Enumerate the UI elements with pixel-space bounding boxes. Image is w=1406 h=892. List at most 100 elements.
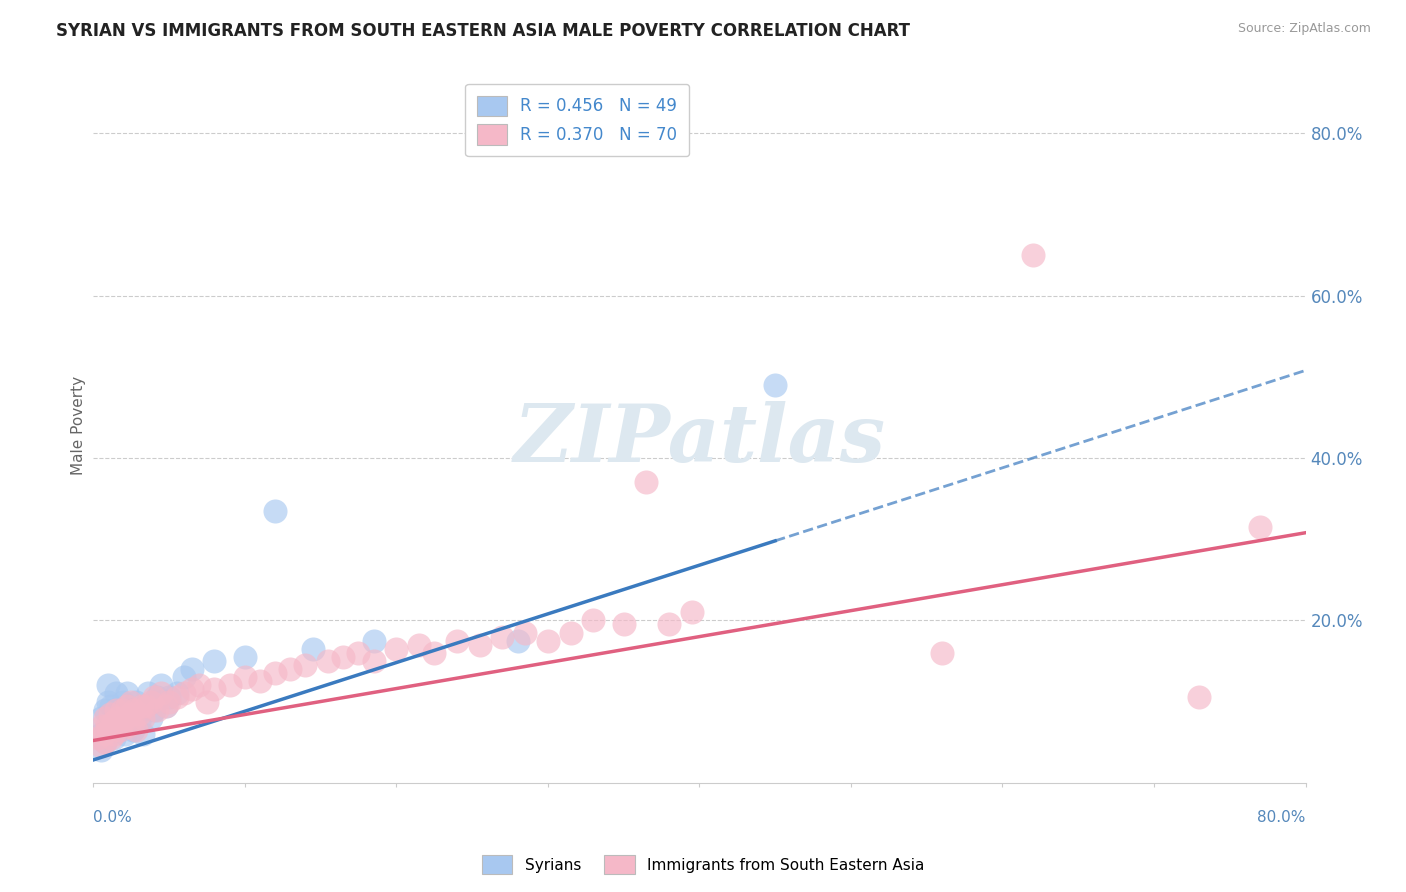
Point bbox=[120, 703, 142, 717]
Point bbox=[90, 711, 112, 725]
Point bbox=[122, 711, 145, 725]
Point bbox=[90, 739, 112, 754]
Point bbox=[1022, 248, 1045, 262]
Point bbox=[233, 649, 256, 664]
Point bbox=[1249, 520, 1271, 534]
Point bbox=[157, 694, 180, 708]
Point bbox=[108, 723, 131, 737]
Point bbox=[347, 646, 370, 660]
Point bbox=[100, 731, 122, 745]
Point bbox=[195, 694, 218, 708]
Point bbox=[385, 641, 408, 656]
Point bbox=[120, 694, 142, 708]
Point bbox=[128, 706, 150, 721]
Point bbox=[122, 703, 145, 717]
Point bbox=[658, 617, 681, 632]
Legend: Syrians, Immigrants from South Eastern Asia: Syrians, Immigrants from South Eastern A… bbox=[475, 849, 931, 880]
Text: SYRIAN VS IMMIGRANTS FROM SOUTH EASTERN ASIA MALE POVERTY CORRELATION CHART: SYRIAN VS IMMIGRANTS FROM SOUTH EASTERN … bbox=[56, 22, 910, 40]
Point bbox=[96, 719, 118, 733]
Point bbox=[931, 646, 953, 660]
Point bbox=[249, 674, 271, 689]
Point bbox=[132, 711, 155, 725]
Point bbox=[491, 630, 513, 644]
Point bbox=[264, 504, 287, 518]
Text: Source: ZipAtlas.com: Source: ZipAtlas.com bbox=[1237, 22, 1371, 36]
Point bbox=[278, 662, 301, 676]
Point bbox=[97, 727, 120, 741]
Point bbox=[173, 670, 195, 684]
Point bbox=[155, 698, 177, 713]
Point bbox=[108, 719, 131, 733]
Point bbox=[204, 654, 226, 668]
Point bbox=[94, 703, 117, 717]
Point bbox=[166, 686, 188, 700]
Point bbox=[115, 698, 138, 713]
Point bbox=[166, 690, 188, 705]
Point bbox=[100, 698, 122, 713]
Point bbox=[582, 614, 605, 628]
Point bbox=[468, 638, 491, 652]
Point bbox=[150, 686, 173, 700]
Point bbox=[408, 638, 430, 652]
Point bbox=[112, 694, 135, 708]
Point bbox=[233, 670, 256, 684]
Point bbox=[446, 633, 468, 648]
Text: ZIPatlas: ZIPatlas bbox=[513, 401, 886, 479]
Point bbox=[180, 662, 202, 676]
Point bbox=[90, 727, 112, 741]
Point bbox=[537, 633, 560, 648]
Point bbox=[124, 723, 146, 737]
Point bbox=[100, 723, 122, 737]
Text: 80.0%: 80.0% bbox=[1257, 810, 1306, 825]
Point bbox=[506, 633, 529, 648]
Legend: R = 0.456   N = 49, R = 0.370   N = 70: R = 0.456 N = 49, R = 0.370 N = 70 bbox=[465, 84, 689, 156]
Point bbox=[97, 723, 120, 737]
Point bbox=[94, 711, 117, 725]
Point bbox=[117, 719, 139, 733]
Point bbox=[146, 690, 169, 705]
Point bbox=[117, 714, 139, 729]
Point bbox=[302, 641, 325, 656]
Point bbox=[132, 727, 155, 741]
Point bbox=[180, 682, 202, 697]
Point bbox=[97, 678, 120, 692]
Point bbox=[264, 666, 287, 681]
Point bbox=[157, 690, 180, 705]
Point bbox=[139, 694, 162, 708]
Point bbox=[155, 698, 177, 713]
Point bbox=[104, 706, 127, 721]
Text: 0.0%: 0.0% bbox=[93, 810, 132, 825]
Point bbox=[114, 727, 136, 741]
Point bbox=[142, 690, 165, 705]
Point bbox=[115, 686, 138, 700]
Point bbox=[560, 625, 582, 640]
Point bbox=[136, 686, 159, 700]
Point bbox=[103, 727, 125, 741]
Point bbox=[294, 658, 316, 673]
Point bbox=[150, 678, 173, 692]
Point bbox=[118, 706, 141, 721]
Point bbox=[316, 654, 339, 668]
Point bbox=[124, 694, 146, 708]
Point bbox=[146, 703, 169, 717]
Point bbox=[636, 475, 658, 490]
Point bbox=[332, 649, 354, 664]
Point bbox=[94, 735, 117, 749]
Point bbox=[101, 714, 124, 729]
Point bbox=[513, 625, 536, 640]
Point bbox=[93, 727, 115, 741]
Point bbox=[363, 654, 385, 668]
Point bbox=[115, 706, 138, 721]
Point bbox=[112, 719, 135, 733]
Point bbox=[121, 723, 143, 737]
Y-axis label: Male Poverty: Male Poverty bbox=[72, 376, 86, 475]
Point bbox=[104, 703, 127, 717]
Point bbox=[681, 605, 703, 619]
Point bbox=[613, 617, 636, 632]
Point bbox=[363, 633, 385, 648]
Point bbox=[87, 731, 110, 745]
Point bbox=[173, 686, 195, 700]
Point bbox=[91, 719, 114, 733]
Point bbox=[94, 735, 117, 749]
Point bbox=[1188, 690, 1211, 705]
